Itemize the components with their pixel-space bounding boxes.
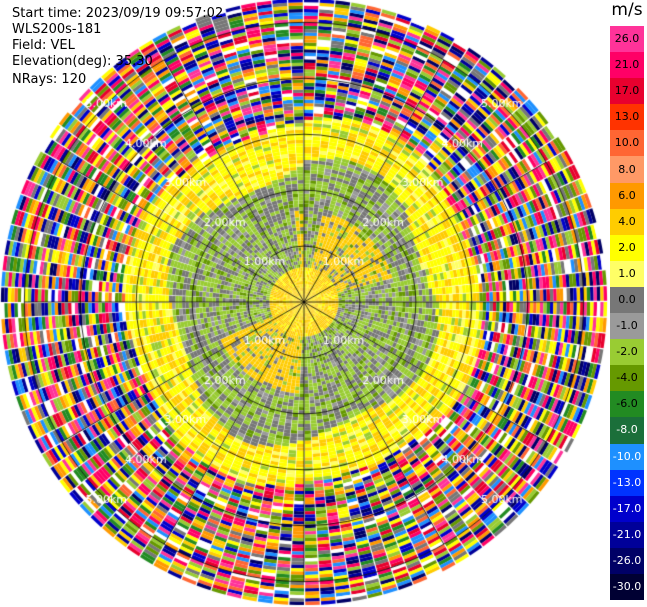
colorbar-tick-label: -1.0 [616,319,638,333]
colorbar-segment: -21.0 [610,521,644,548]
colorbar-segment: 10.0 [610,130,644,157]
colorbar-tick-label: 13.0 [614,110,640,124]
colorbar-tick-label: -10.0 [612,449,642,463]
colorbar-stack: 26.0 21.0 17.0 13.0 10.0 8.0 6.0 4.0 2.0 1.0 0.0 -1… [610,26,644,601]
colorbar-segment: 8.0 [610,156,644,183]
colorbar-tick-label: 8.0 [618,162,636,176]
colorbar-segment: -10.0 [610,443,644,470]
colorbar-tick-label: -30.0 [612,580,642,594]
colorbar-segment: -26.0 [610,547,644,574]
colorbar-segment: -6.0 [610,391,644,418]
field-label: Field: VEL [12,38,75,53]
colorbar-tick-label: 10.0 [614,136,640,150]
colorbar-tick-label: -8.0 [616,423,638,437]
colorbar-tick-label: -26.0 [612,553,642,567]
colorbar-segment: -30.0 [610,573,644,601]
colorbar-segment: 13.0 [610,104,644,131]
colorbar-segment: -13.0 [610,469,644,496]
scan-info: Start time: 2023/09/19 09:57:02 WLS200s-… [12,6,223,88]
elevation-label: Elevation(deg): 35.30 [12,54,153,69]
start-time-label: Start time: 2023/09/19 09:57:02 [12,6,224,21]
colorbar-tick-label: 2.0 [618,240,636,254]
colorbar-tick-label: -21.0 [612,527,642,541]
colorbar-segment: 17.0 [610,78,644,105]
colorbar-tick-label: -2.0 [616,345,638,359]
colorbar-tick-label: 17.0 [614,84,640,98]
colorbar-tick-label: 1.0 [618,266,636,280]
colorbar-tick-label: 4.0 [618,214,636,228]
colorbar-tick-label: 0.0 [618,292,636,306]
velocity-colorbar: m/s 26.0 21.0 17.0 13.0 10.0 8.0 6.0 4.0 2.0 1.0 0… [608,0,646,607]
colorbar-tick-label: -4.0 [616,371,638,385]
nrays-label: NRays: 120 [12,72,87,87]
colorbar-tick-label: 26.0 [614,32,640,46]
instrument-label: WLS200s-181 [12,22,102,37]
colorbar-segment: 2.0 [610,234,644,261]
colorbar-tick-label: -17.0 [612,501,642,515]
colorbar-segment: 26.0 [610,26,644,53]
colorbar-segment: 1.0 [610,260,644,287]
colorbar-tick-label: -6.0 [616,397,638,411]
colorbar-tick-label: -13.0 [612,475,642,489]
colorbar-segment: 6.0 [610,182,644,209]
colorbar-segment: -17.0 [610,495,644,522]
colorbar-tick-label: 6.0 [618,188,636,202]
colorbar-unit: m/s [611,0,643,20]
colorbar-segment: -8.0 [610,417,644,444]
radar-ppi-plot [0,0,608,607]
colorbar-segment: 4.0 [610,208,644,235]
colorbar-segment: -2.0 [610,339,644,366]
colorbar-segment: -1.0 [610,313,644,340]
colorbar-segment: 0.0 [610,286,644,314]
colorbar-segment: 21.0 [610,52,644,79]
colorbar-tick-label: 21.0 [614,58,640,72]
colorbar-segment: -4.0 [610,365,644,392]
